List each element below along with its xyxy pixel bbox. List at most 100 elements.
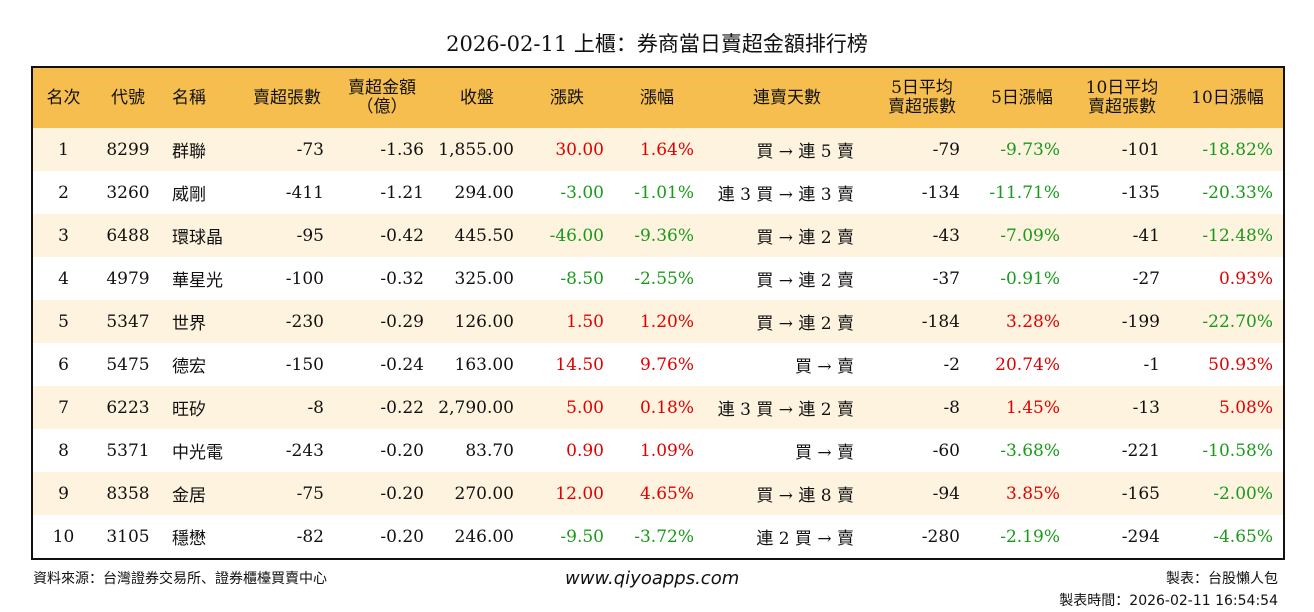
- cell-close: 445.50: [432, 214, 522, 257]
- cell-avg10-sell: -221: [1121, 440, 1160, 461]
- cell-streak: 買 → 連 2 賣: [756, 271, 854, 291]
- cell-avg10-sell: -1: [1143, 354, 1160, 375]
- cell-name: 華星光: [172, 271, 223, 291]
- cell-change-pct: 9.76%: [639, 354, 694, 375]
- table-header: 名次 代號 名稱 賣超張數 賣超金額 （億） 收盤 漲跌 漲幅 連賣天數 5日平均 賣超張數 5日漲…: [32, 67, 1284, 128]
- cell-name: 威剛: [172, 185, 206, 205]
- header-name: 名稱: [162, 67, 242, 128]
- table-row: 10 3105 穩懋 -82 -0.20 246.00 -9.50 -3.72% 連 2 買 →…: [32, 515, 1284, 559]
- cell-code: 5475: [106, 354, 150, 375]
- cell-net-sell-amount: -0.24: [380, 354, 424, 375]
- cell-pct10: -4.65%: [1213, 526, 1273, 547]
- website-link[interactable]: www.qiyoapps.com: [565, 568, 740, 589]
- header-change: 漲跌: [522, 67, 612, 128]
- header-avg5-sell: 5日平均 賣超張數: [872, 67, 972, 128]
- cell-pct10: -2.00%: [1172, 472, 1284, 515]
- cell-pct5: 20.74%: [995, 354, 1060, 375]
- header-streak: 連賣天數: [702, 67, 872, 128]
- cell-code: 6223: [94, 386, 162, 429]
- cell-pct5: -11.71%: [989, 182, 1060, 203]
- cell-streak: 買 → 連 2 賣: [702, 300, 872, 343]
- cell-rank: 8: [58, 440, 69, 461]
- header-pct10: 10日漲幅: [1172, 67, 1284, 128]
- cell-change-pct: -1.01%: [634, 182, 694, 203]
- cell-avg10-sell: -199: [1072, 300, 1172, 343]
- cell-change-pct: 1.09%: [639, 440, 694, 461]
- cell-streak: 連 2 買 → 賣: [756, 529, 854, 549]
- cell-net-sell-lots: -95: [242, 214, 332, 257]
- cell-net-sell-amount: -0.22: [332, 386, 432, 429]
- cell-pct10: 0.93%: [1218, 268, 1273, 289]
- cell-change: -46.00: [522, 214, 612, 257]
- cell-streak: 買 → 連 2 賣: [702, 214, 872, 257]
- cell-pct5: -7.09%: [972, 214, 1072, 257]
- cell-change-pct: -3.72%: [634, 526, 694, 547]
- cell-close: 2,790.00: [432, 386, 522, 429]
- cell-code: 8299: [94, 128, 162, 171]
- cell-net-sell-lots: -82: [296, 526, 324, 547]
- cell-avg10-sell: -101: [1072, 128, 1172, 171]
- cell-close: 325.00: [454, 268, 514, 289]
- cell-rank: 1: [32, 128, 94, 171]
- cell-code: 4979: [106, 268, 150, 289]
- data-source: 資料來源：台灣證券交易所、證券櫃檯買賣中心: [33, 571, 327, 587]
- cell-rank: 10: [52, 526, 75, 547]
- table-row: 8 5371 中光電 -243 -0.20 83.70 0.90 1.09% 買 → 賣 -60 -…: [32, 429, 1284, 472]
- cell-streak: 連 3 買 → 連 2 賣: [702, 386, 872, 429]
- cell-avg10-sell: -294: [1121, 526, 1160, 547]
- table-row: 2 3260 威剛 -411 -1.21 294.00 -3.00 -1.01% 連 3 買 →…: [32, 171, 1284, 214]
- cell-pct5: 1.45%: [972, 386, 1072, 429]
- cell-net-sell-lots: -411: [285, 182, 324, 203]
- cell-pct5: -9.73%: [972, 128, 1072, 171]
- header-code: 代號: [94, 67, 162, 128]
- cell-change-pct: 1.20%: [612, 300, 702, 343]
- cell-net-sell-lots: -75: [242, 472, 332, 515]
- cell-streak: 買 → 賣: [794, 443, 854, 463]
- cell-net-sell-lots: -230: [242, 300, 332, 343]
- cell-change: 1.50: [522, 300, 612, 343]
- cell-avg10-sell: -135: [1121, 182, 1160, 203]
- cell-pct10: -18.82%: [1172, 128, 1284, 171]
- cell-net-sell-amount: -0.20: [332, 472, 432, 515]
- cell-avg5-sell: -134: [921, 182, 960, 203]
- table-row: 9 8358 金居 -75 -0.20 270.00 12.00 4.65% 買 → 連 8 賣…: [32, 472, 1284, 515]
- cell-change: -8.50: [560, 268, 604, 289]
- cell-name: 中光電: [172, 443, 223, 463]
- cell-close: 83.70: [465, 440, 514, 461]
- cell-streak: 買 → 連 5 賣: [702, 128, 872, 171]
- header-change-pct: 漲幅: [612, 67, 702, 128]
- cell-close: 246.00: [454, 526, 514, 547]
- cell-avg5-sell: -8: [872, 386, 972, 429]
- cell-change: 0.90: [566, 440, 604, 461]
- ranking-table: 名次 代號 名稱 賣超張數 賣超金額 （億） 收盤 漲跌 漲幅 連賣天數 5日平均 賣超張數 5日漲…: [31, 66, 1285, 560]
- cell-change-pct: 1.64%: [612, 128, 702, 171]
- cell-net-sell-lots: -150: [285, 354, 324, 375]
- cell-rank: 7: [32, 386, 94, 429]
- cell-code: 5347: [94, 300, 162, 343]
- cell-name: 旺矽: [162, 386, 242, 429]
- cell-code: 8358: [94, 472, 162, 515]
- cell-change: 5.00: [522, 386, 612, 429]
- cell-pct5: -3.68%: [1000, 440, 1060, 461]
- cell-avg10-sell: -13: [1072, 386, 1172, 429]
- cell-net-sell-amount: -0.20: [380, 526, 424, 547]
- cell-code: 3260: [106, 182, 150, 203]
- cell-close: 270.00: [432, 472, 522, 515]
- cell-pct5: -2.19%: [1000, 526, 1060, 547]
- cell-code: 3105: [106, 526, 150, 547]
- cell-avg5-sell: -184: [872, 300, 972, 343]
- table-row: 7 6223 旺矽 -8 -0.22 2,790.00 5.00 0.18% 連 3 買 → 連…: [32, 386, 1284, 429]
- cell-change-pct: 4.65%: [612, 472, 702, 515]
- generated-time: 製表時間：2026-02-11 16:54:54: [1059, 593, 1278, 609]
- cell-avg5-sell: -43: [872, 214, 972, 257]
- cell-close: 1,855.00: [432, 128, 522, 171]
- cell-avg5-sell: -2: [943, 354, 960, 375]
- cell-avg5-sell: -60: [932, 440, 960, 461]
- cell-change: -3.00: [560, 182, 604, 203]
- cell-change: -9.50: [560, 526, 604, 547]
- header-avg10-sell: 10日平均 賣超張數: [1072, 67, 1172, 128]
- cell-rank: 4: [58, 268, 69, 289]
- cell-name: 德宏: [172, 357, 206, 377]
- cell-pct10: 5.08%: [1172, 386, 1284, 429]
- cell-pct5: -0.91%: [1000, 268, 1060, 289]
